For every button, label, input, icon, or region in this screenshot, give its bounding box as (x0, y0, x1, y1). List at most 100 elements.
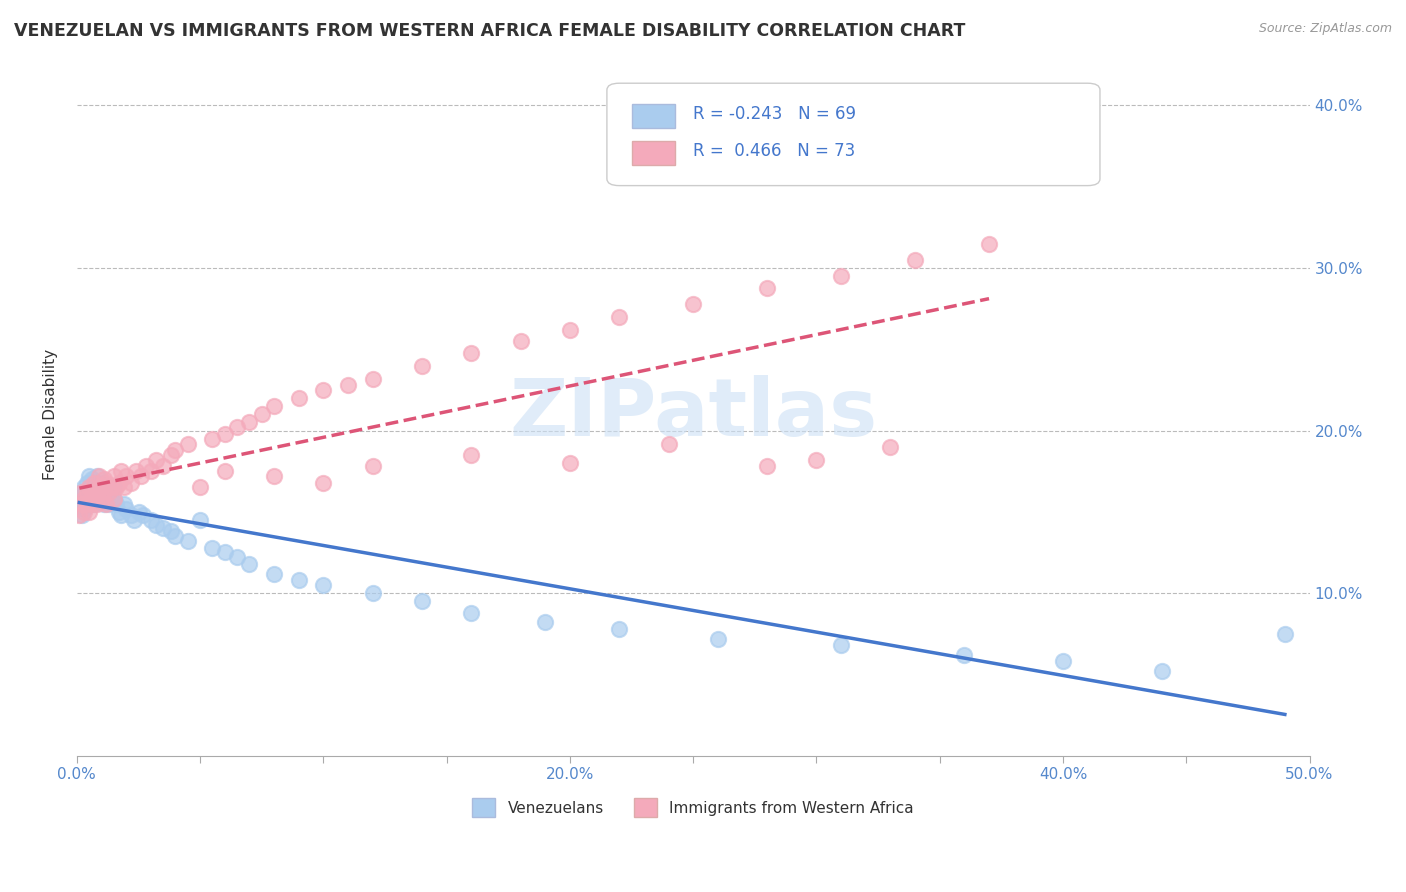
Point (93, 472, 115, 486)
Point (607, 310, 630, 324)
Point (76, 485, 98, 500)
Point (238, 557, 260, 571)
Point (707, 632, 730, 646)
Point (129, 469, 152, 483)
Point (657, 436, 679, 450)
Point (90, 491, 112, 506)
Point (263, 566, 285, 581)
Point (86, 469, 108, 483)
Point (77, 469, 100, 483)
Legend: Venezuelans, Immigrants from Western Africa: Venezuelans, Immigrants from Western Afr… (467, 792, 920, 823)
Point (188, 513, 211, 527)
Point (226, 420, 249, 434)
Point (86, 489, 108, 503)
Text: VENEZUELAN VS IMMIGRANTS FROM WESTERN AFRICA FEMALE DISABILITY CORRELATION CHART: VENEZUELAN VS IMMIGRANTS FROM WESTERN AF… (14, 22, 966, 40)
Point (105, 497, 128, 511)
Point (103, 480, 125, 494)
Point (103, 491, 125, 506)
Point (76, 485, 98, 500)
Point (112, 497, 135, 511)
Point (67, 489, 90, 503)
Point (83, 485, 105, 500)
Point (96, 475, 118, 490)
Point (238, 416, 260, 430)
Point (120, 508, 142, 522)
Point (361, 586, 384, 600)
Text: Source: ZipAtlas.com: Source: ZipAtlas.com (1258, 22, 1392, 36)
Point (682, 297, 704, 311)
Point (460, 345, 482, 359)
Point (214, 545, 236, 559)
Point (312, 578, 335, 592)
Point (165, 443, 187, 458)
Point (977, 236, 1000, 251)
Point (107, 475, 129, 490)
Point (312, 383, 335, 397)
Point (83, 475, 105, 490)
Point (756, 280, 779, 294)
Point (830, 269, 852, 284)
Point (80, 485, 103, 500)
Point (337, 378, 360, 392)
Point (128, 505, 150, 519)
Point (460, 448, 482, 462)
Point (756, 459, 779, 474)
Point (139, 513, 162, 527)
Point (361, 371, 384, 385)
Point (80, 480, 103, 494)
Point (145, 452, 167, 467)
Point (90, 475, 112, 490)
Point (77, 505, 100, 519)
Point (73, 505, 96, 519)
FancyBboxPatch shape (607, 83, 1099, 186)
Point (287, 573, 309, 587)
Text: ZIPatlas: ZIPatlas (509, 376, 877, 453)
Point (107, 505, 129, 519)
Point (86, 485, 108, 500)
Point (93, 489, 115, 503)
Point (115, 469, 138, 483)
Point (90, 485, 112, 500)
Point (165, 529, 187, 543)
Point (1150, 664, 1173, 678)
Point (76, 475, 98, 490)
Point (806, 452, 828, 467)
Point (159, 524, 181, 539)
Point (73, 491, 96, 506)
Point (1052, 654, 1074, 668)
Point (110, 464, 132, 478)
Point (103, 469, 125, 483)
Point (125, 464, 148, 478)
Point (135, 459, 157, 474)
Y-axis label: Female Disability: Female Disability (44, 349, 58, 480)
Point (93, 497, 115, 511)
Point (76, 497, 98, 511)
Point (110, 508, 132, 522)
Point (188, 480, 211, 494)
Point (77, 489, 100, 503)
Point (152, 521, 174, 535)
Point (201, 432, 224, 446)
Point (77, 497, 100, 511)
Point (73, 501, 96, 516)
Point (87, 480, 110, 494)
Point (87, 480, 110, 494)
Point (122, 513, 145, 527)
Point (177, 436, 200, 450)
Point (80, 472, 103, 486)
Bar (631, 103, 675, 128)
Point (214, 426, 236, 441)
Point (115, 501, 138, 516)
Point (263, 399, 285, 413)
Point (83, 491, 105, 506)
Point (411, 594, 433, 608)
Text: R = -0.243   N = 69: R = -0.243 N = 69 (693, 105, 856, 123)
Point (80, 497, 103, 511)
Point (86, 497, 108, 511)
Point (73, 480, 96, 494)
Point (534, 615, 557, 630)
Point (214, 464, 236, 478)
Point (201, 541, 224, 555)
Point (93, 485, 115, 500)
Point (80, 491, 103, 506)
